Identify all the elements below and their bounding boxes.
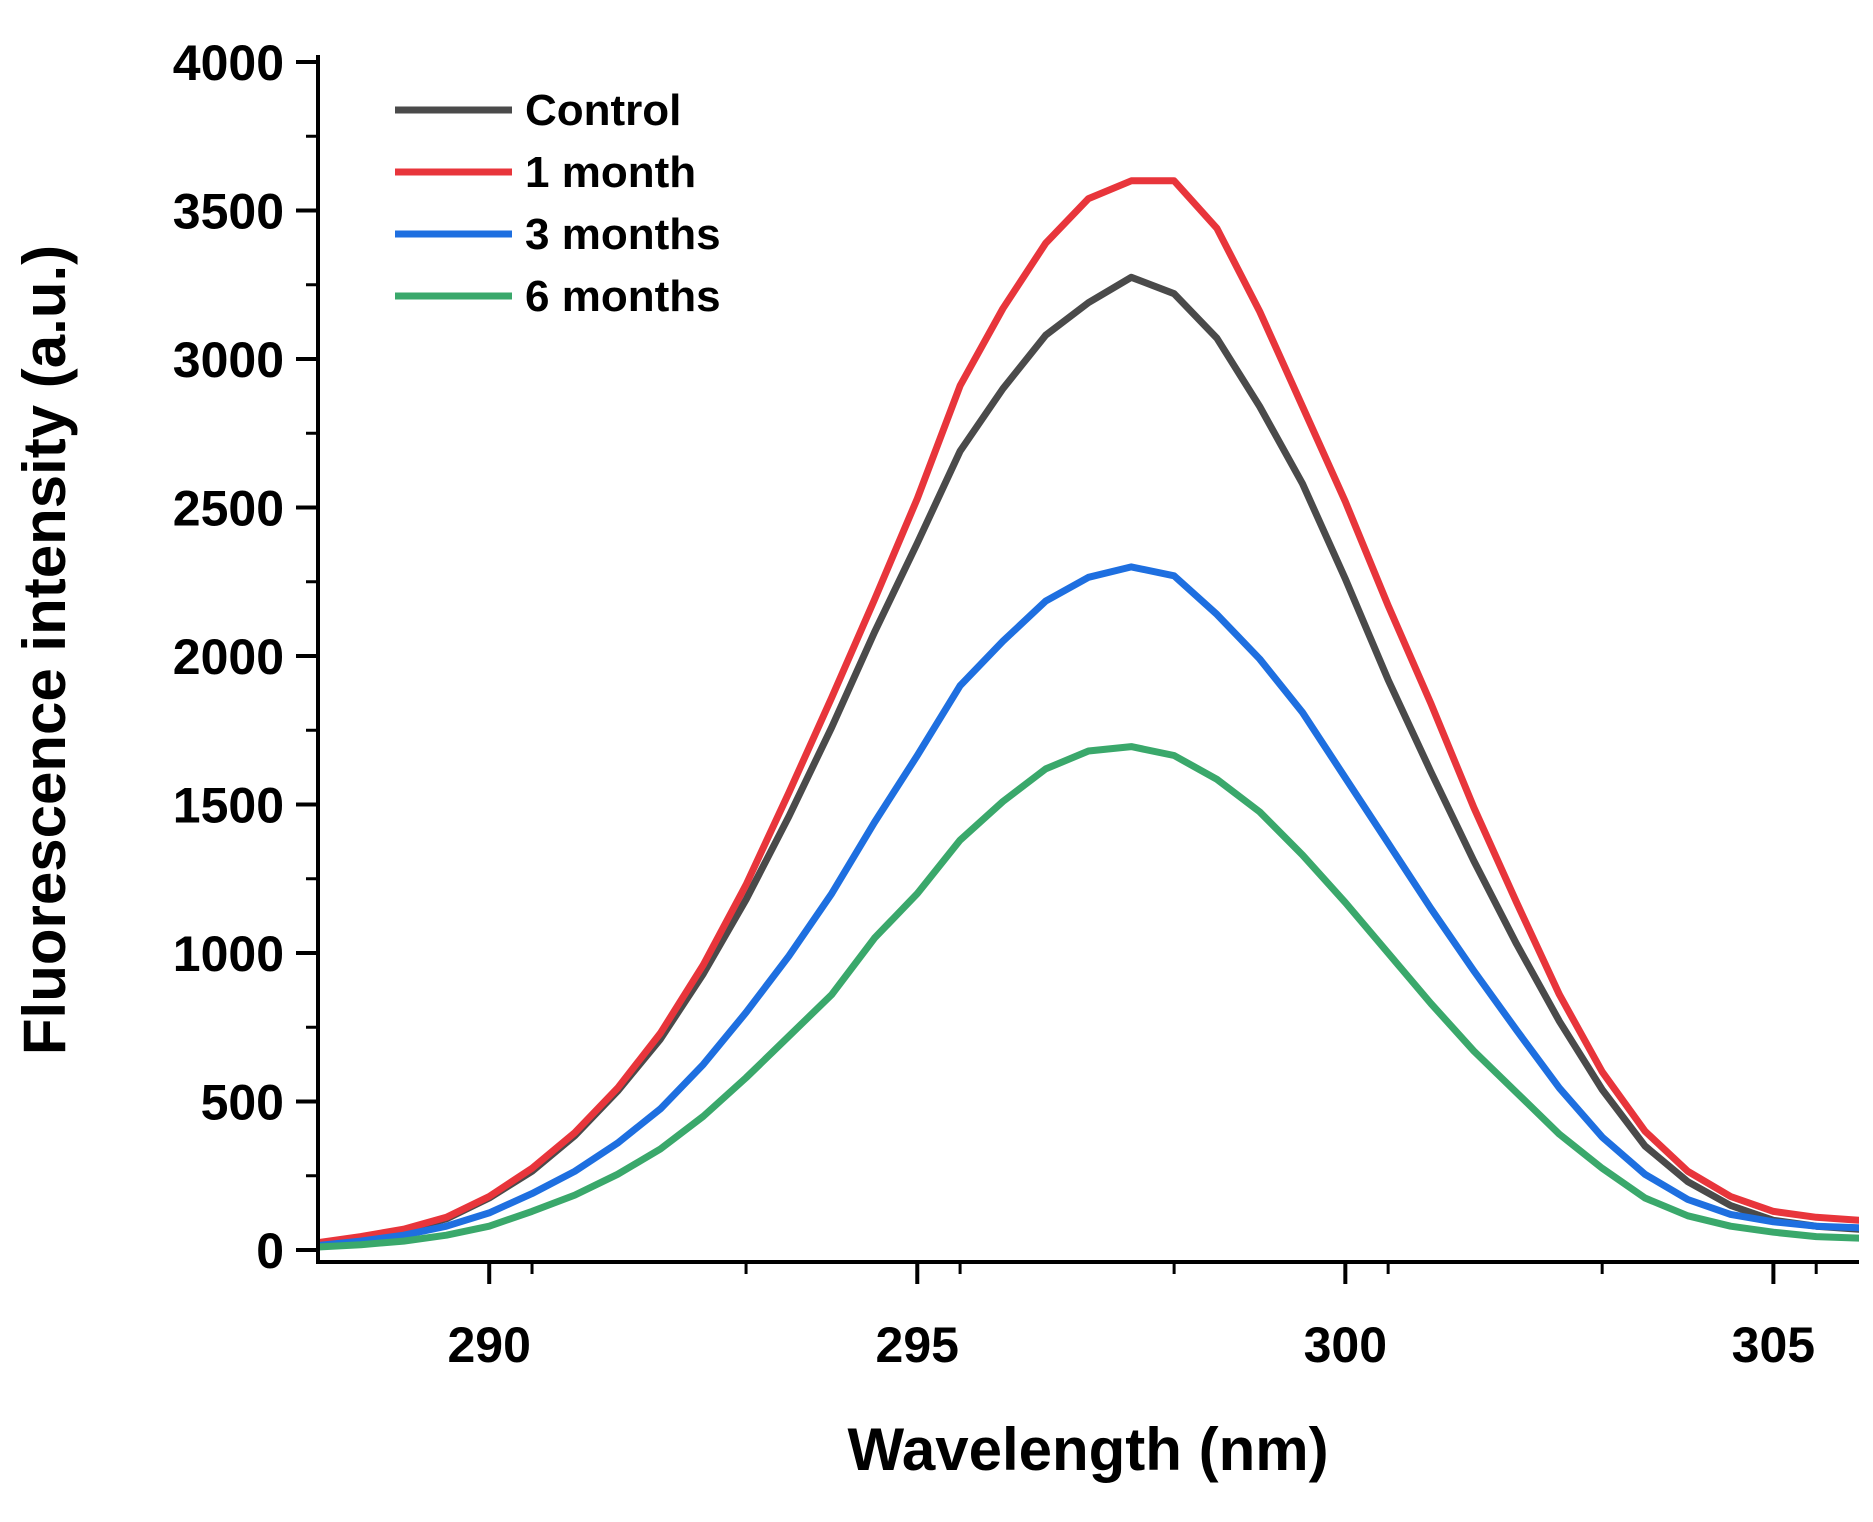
y-tick-label: 2000	[173, 629, 284, 685]
y-tick-label: 500	[201, 1075, 284, 1131]
x-tick-label: 295	[876, 1317, 959, 1373]
series-line-6-months	[318, 743, 1859, 1251]
x-axis-title: Wavelength (nm)	[847, 1416, 1328, 1483]
y-axis-title: Fluorescence intensity (a.u.)	[11, 245, 78, 1055]
y-tick-label: 1000	[173, 926, 284, 982]
ticks-layer: 0 500 1000 1500 2000 2500 3000 3500 4000 290 295 30…	[173, 35, 1818, 1373]
x-tick-label: 290	[448, 1317, 531, 1373]
x-tick-label: 305	[1732, 1317, 1815, 1373]
y-tick-label: 2500	[173, 481, 284, 537]
y-tick-label: 0	[256, 1223, 284, 1279]
x-tick-label: 300	[1304, 1317, 1387, 1373]
y-tick-label: 1500	[173, 778, 284, 834]
legend: Control 1 month 3 months 6 months	[395, 86, 721, 321]
legend-label-6-months: 6 months	[525, 272, 721, 321]
y-tick-label: 3500	[173, 184, 284, 240]
series-line-3-months	[318, 563, 1859, 1249]
series-line-control	[318, 273, 1859, 1248]
series-layer	[318, 177, 1859, 1251]
legend-label-1-month: 1 month	[525, 148, 696, 197]
series-line-1-month	[318, 177, 1859, 1247]
y-tick-label: 3000	[173, 332, 284, 388]
y-tick-label: 4000	[173, 35, 284, 91]
legend-label-3-months: 3 months	[525, 210, 721, 259]
legend-label-control: Control	[525, 86, 681, 135]
